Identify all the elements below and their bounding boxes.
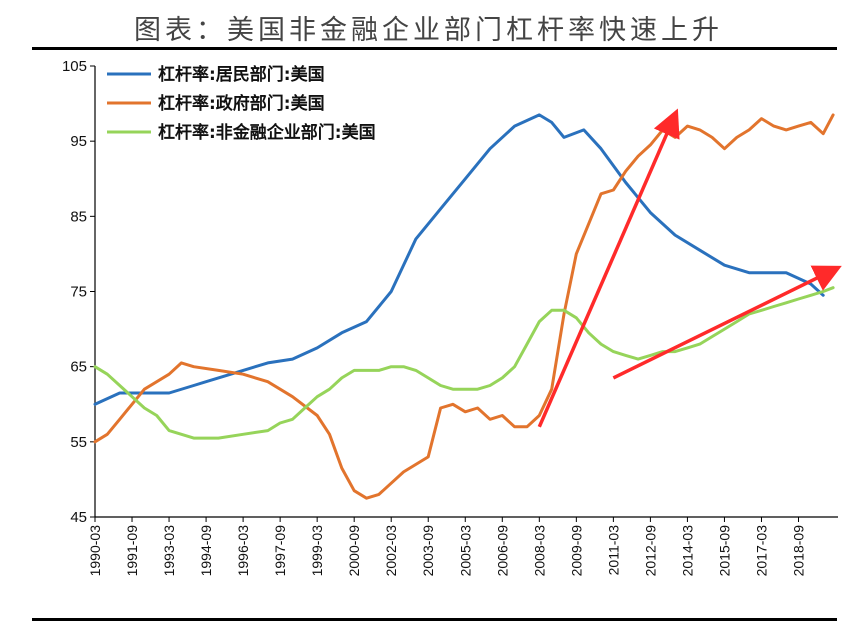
x-tick-label: 2015-09 [716,525,732,577]
x-tick-label: 2018-09 [791,525,807,577]
title-rule [32,47,837,50]
series-layer [93,113,835,500]
x-tick-label: 2006-09 [494,525,510,577]
x-tick-label: 1997-09 [272,525,288,577]
chart-title: 图表：美国非金融企业部门杠杆率快速上升 [134,15,723,46]
y-tick-label: 75 [70,284,87,301]
series-line-0 [93,113,825,406]
x-tick-label: 1993-03 [161,525,177,577]
y-tick-label: 105 [62,58,87,75]
trend-arrow-0 [537,108,680,428]
series-line-2 [93,286,835,440]
x-tick-label: 2005-03 [457,525,473,577]
trend-arrow-1 [612,265,842,380]
x-tick-label: 2014-03 [679,525,695,577]
y-tick-label: 55 [70,434,87,451]
y-tick-label: 45 [70,509,87,526]
x-tick-label: 2012-09 [642,525,658,577]
legend-entry-1: 杠杆率:政府部门:美国 [158,93,325,114]
x-tick-label: 2011-03 [605,525,621,576]
y-tick-label: 85 [70,208,87,225]
x-tick-label: 2003-09 [420,525,436,577]
series-line-1 [93,113,835,500]
y-tick-label: 95 [70,133,87,150]
legend-entry-0: 杠杆率:居民部门:美国 [158,64,325,85]
x-tick-label: 2002-03 [383,525,399,577]
x-tick-label: 2017-03 [753,525,769,577]
x-tick-label: 2000-09 [346,525,362,577]
x-tick-label: 1990-03 [87,525,103,577]
legend-entry-2: 杠杆率:非金融企业部门:美国 [158,122,376,143]
y-tick-label: 65 [70,359,87,376]
x-tick-label: 1996-03 [235,525,251,577]
footer-rule [32,618,837,621]
chart-axes: 45 55 65 75 85 95 105 1990-03 1991-09 1993-03 1994… [62,58,838,576]
x-tick-label: 1991-09 [124,525,140,577]
x-tick-label: 1999-03 [309,525,325,577]
x-tick-label: 2008-03 [531,525,547,577]
x-tick-label: 2009-09 [568,525,584,577]
x-tick-label: 1994-09 [198,525,214,577]
annotation-layer [537,108,842,428]
